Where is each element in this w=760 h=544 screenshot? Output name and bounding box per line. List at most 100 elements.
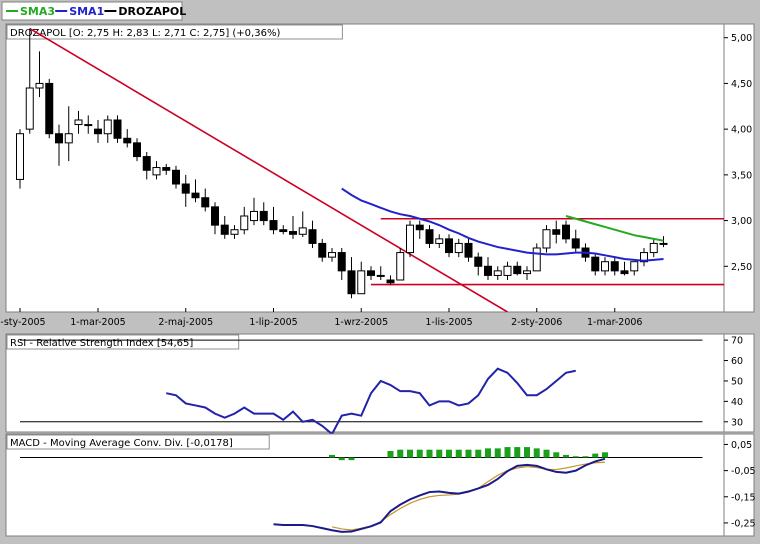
candle-body-down: [415, 224, 424, 231]
sma1-line: [341, 187, 664, 262]
candle-body-up: [16, 133, 24, 180]
x-tick-label: 1-mar-2005: [70, 317, 125, 328]
candle: [367, 266, 375, 280]
candle: [357, 261, 366, 295]
candle-body-up: [35, 82, 44, 89]
candle: [211, 202, 219, 235]
candle: [220, 216, 229, 239]
candle: [16, 129, 24, 189]
candle-body-down: [464, 242, 473, 258]
candle: [649, 238, 658, 258]
candle-body-down: [133, 142, 141, 158]
candle-body-down: [289, 231, 297, 235]
legend-label: DROZAPOL: [118, 5, 186, 18]
candle: [250, 197, 258, 226]
candle: [181, 174, 190, 207]
macd-histogram-bar: [494, 448, 501, 458]
candle: [35, 51, 44, 98]
macd-histogram-bar: [436, 449, 443, 458]
candle: [513, 261, 522, 276]
candle-body-down: [591, 256, 600, 272]
panel-title: DROZAPOL [O: 2,75 H: 2,83 L: 2,71 C: 2,7…: [10, 28, 280, 39]
candle: [376, 266, 385, 280]
panel-0: DROZAPOL [O: 2,75 H: 2,83 L: 2,71 C: 2,7…: [0, 23, 755, 328]
x-tick-label: 1-mar-2006: [587, 317, 642, 328]
x-tick-label: 1-lis-2005: [425, 317, 472, 328]
candle: [133, 138, 141, 162]
candle-body-down: [308, 229, 317, 244]
candle: [55, 124, 63, 166]
candle: [259, 202, 268, 226]
candle-body-up: [152, 167, 161, 176]
y-tick-label: 3,00: [731, 216, 752, 227]
x-tick-label: 2-maj-2005: [158, 317, 213, 328]
panel-title: RSI - Relative Strength Index [54,65]: [10, 338, 193, 349]
panel-1: RSI - Relative Strength Index [54,65] 30 4…: [5, 333, 755, 436]
candle-body-down: [211, 206, 219, 226]
candle: [347, 257, 356, 299]
candle: [308, 220, 317, 248]
macd-histogram-bar: [514, 447, 521, 458]
candle-body-down: [386, 279, 395, 284]
candle: [493, 266, 502, 280]
candle: [298, 211, 307, 238]
plot-area: [5, 333, 725, 433]
macd-histogram-bar: [426, 449, 433, 458]
y-tick-label: 4,50: [731, 79, 752, 90]
candle-body-down: [269, 220, 278, 231]
candle-body-down: [513, 265, 522, 275]
candle: [562, 220, 570, 244]
plot-area: [5, 433, 725, 537]
candle: [191, 179, 200, 203]
candle-body-down: [484, 265, 492, 276]
candle: [162, 163, 171, 175]
x-tick-label: 3-sty-2005: [0, 317, 46, 328]
panel-title: MACD - Moving Average Conv. Div. [-0,017…: [10, 438, 233, 449]
candle: [172, 165, 180, 189]
candle: [386, 275, 395, 285]
candle-body-down: [474, 256, 483, 267]
candle: [269, 206, 278, 235]
y-tick-label: 40: [731, 397, 743, 408]
y-tick-label: 0,05: [731, 440, 752, 451]
candle: [484, 257, 492, 280]
candle: [464, 238, 473, 262]
candle-body-down: [181, 183, 190, 194]
macd-histogram-bar: [563, 454, 569, 458]
candle: [454, 238, 463, 258]
candle: [503, 261, 512, 280]
candle: [74, 110, 83, 134]
candle-body-up: [240, 215, 249, 231]
candle-body-down: [279, 229, 288, 233]
y-tick-label: 2,50: [731, 262, 752, 273]
candle: [435, 234, 444, 248]
candle-body-down: [142, 156, 151, 171]
trendline-descending: [29, 27, 508, 312]
candle-body-down: [571, 238, 580, 249]
candle: [542, 225, 551, 253]
candle: [630, 261, 639, 276]
candle: [64, 106, 73, 162]
candle-body-up: [230, 229, 239, 235]
sma3-line: [565, 215, 664, 242]
macd-histogram-bar: [475, 449, 482, 458]
candle: [425, 225, 434, 248]
y-axis-area: [723, 433, 755, 537]
candle: [201, 188, 210, 212]
candle-body-up: [601, 261, 609, 272]
rsi-line: [166, 367, 576, 436]
y-tick-label: 3,50: [731, 170, 752, 181]
candle-body-down: [220, 224, 229, 235]
macd-histogram-bar: [329, 454, 335, 458]
candle-body-down: [123, 137, 132, 144]
y-tick-label: -0,15: [731, 492, 756, 503]
candle: [123, 129, 132, 148]
candle-body-down: [45, 82, 54, 135]
candle-body-up: [84, 124, 93, 127]
y-tick-label: 30: [731, 417, 743, 428]
y-tick-label: 5,00: [731, 33, 752, 44]
candle-body-up: [396, 252, 405, 281]
candle: [94, 120, 102, 143]
candle: [571, 229, 580, 253]
candle-body-down: [201, 197, 210, 208]
